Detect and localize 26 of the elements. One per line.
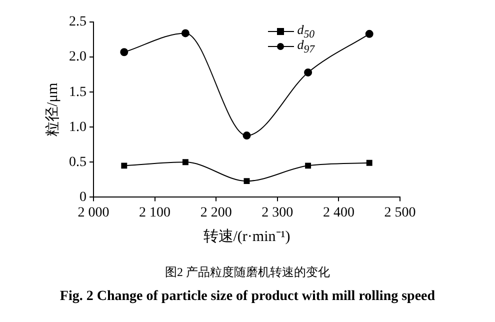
y-tick-label: 2.5	[69, 14, 86, 30]
point	[121, 162, 128, 169]
y-tick-label: 0.5	[69, 154, 86, 170]
y-tick-label: 1.0	[69, 120, 86, 135]
y-tick-label: 1.5	[69, 84, 86, 100]
point	[366, 160, 372, 166]
point	[304, 68, 312, 76]
x-tick-label: 2 400	[322, 205, 354, 220]
x-axis-title: 转速/(r·min⁻¹)	[203, 228, 290, 245]
x-tick-label: 2 000	[78, 205, 110, 220]
point	[242, 132, 251, 140]
caption: 图2 产品粒度随磨机转速的变化	[164, 264, 331, 281]
x-tick-label: 2 300	[262, 205, 294, 220]
x-tick-label: 2 200	[200, 205, 232, 220]
x-tick-label: 2 100	[139, 205, 171, 220]
y-axis-title: 粒径/μm	[44, 82, 61, 137]
x-tick-label: 2 500	[384, 205, 416, 220]
y-tick-label: 0	[80, 190, 86, 205]
y-tick-label: 2.0	[69, 50, 86, 65]
caption: Fig. 2 Change of particle size of product with mill rolling speed	[58, 289, 436, 305]
point	[182, 159, 188, 166]
point	[365, 30, 374, 38]
point	[181, 29, 190, 38]
point	[244, 178, 250, 184]
point	[305, 162, 312, 169]
point	[120, 48, 128, 56]
